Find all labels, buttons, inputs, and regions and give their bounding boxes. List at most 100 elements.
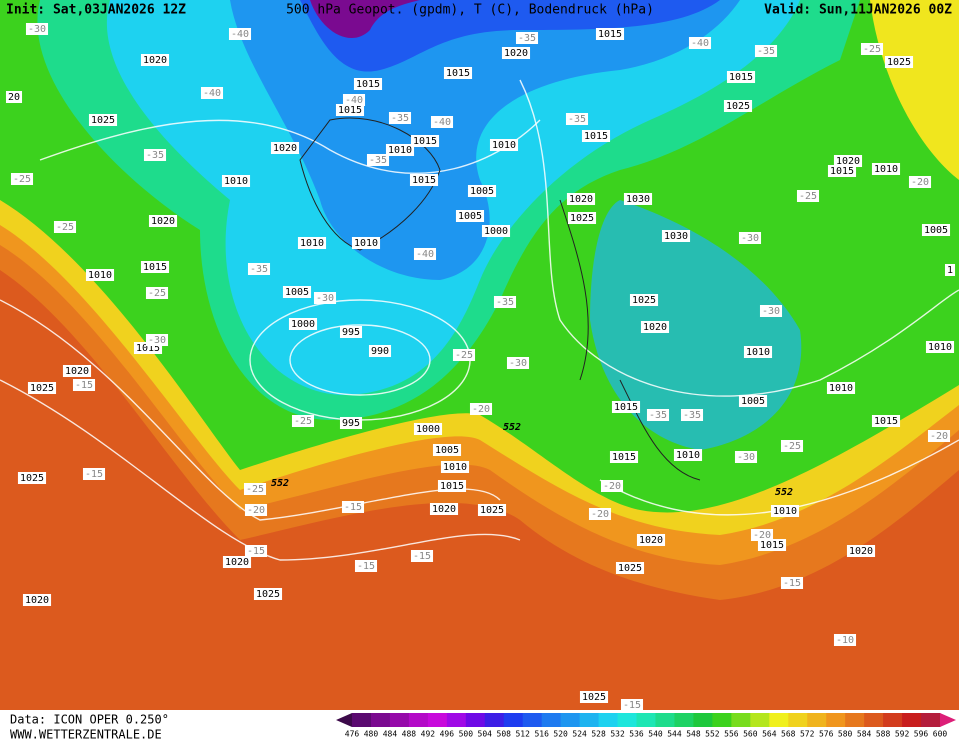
isobar-label: 1020	[432, 504, 456, 515]
temperature-label: -25	[148, 288, 166, 299]
isobar-label: 1005	[470, 186, 494, 197]
colorbar-swatch	[389, 713, 410, 727]
isobar-label: 1015	[412, 175, 436, 186]
isobar-label-box	[579, 691, 609, 703]
isobar-label-box	[629, 294, 659, 306]
colorbar-label: 600	[933, 730, 948, 739]
coastline-greenland	[299, 117, 441, 251]
colorbar-swatch	[902, 713, 922, 727]
temperature-label: -30	[316, 293, 334, 304]
isobar-label: 1015	[614, 402, 638, 413]
zone-darkblue	[300, 0, 720, 72]
isobar-label: 1020	[273, 143, 297, 154]
isobar-label-box	[944, 264, 956, 276]
temperature-label-box	[506, 357, 530, 369]
temperature-label: -15	[357, 561, 375, 572]
isobar-label: 1010	[928, 342, 952, 353]
colorbar-label: 596	[914, 730, 929, 739]
temperature-label: -35	[518, 33, 536, 44]
temperature-label-box	[738, 232, 762, 244]
isobar-label-box	[437, 480, 467, 492]
temperature-label: -20	[591, 509, 609, 520]
isobar-label: 1005	[458, 211, 482, 222]
colorbar-label: 524	[572, 730, 587, 739]
isobar-label-box	[726, 71, 756, 83]
zone-purple	[310, 0, 420, 39]
temperature-label: -35	[250, 264, 268, 275]
colorbar-label: 516	[534, 730, 549, 739]
isobar-label: 1025	[632, 295, 656, 306]
colorbar: 476 480 484 488 492 496 500 504 508 512 516 520 524 5…	[336, 713, 956, 739]
isobar-label: 1025	[582, 692, 606, 703]
temperature-label-box	[680, 409, 704, 421]
temperature-label-box	[145, 287, 169, 299]
temperature-label: -20	[472, 404, 490, 415]
isobar-label: 1010	[443, 462, 467, 473]
temperature-label-box	[620, 699, 644, 711]
temperature-label: -35	[683, 410, 701, 421]
map-labels: 1020 1025 1010 1020 1010 1015 1015 1020 1025 1025…	[5, 23, 956, 711]
isobar-label: 1010	[354, 238, 378, 249]
isobar-label: 1030	[664, 231, 688, 242]
isobar-label-box	[567, 212, 597, 224]
isobar-label-box	[288, 318, 318, 330]
isobar-label: 1005	[924, 225, 948, 236]
colorbar-label: 592	[895, 730, 910, 739]
isobar-label-box	[455, 210, 485, 222]
temperature-label-box	[313, 292, 337, 304]
isobar-label: 1025	[618, 563, 642, 574]
isobar-label: 1000	[484, 226, 508, 237]
height-label: 552	[271, 478, 289, 489]
temperature-label-box	[366, 154, 390, 166]
colorbar-label: 536	[629, 730, 644, 739]
temperature-label-box	[452, 349, 476, 361]
colorbar-swatch	[503, 713, 524, 727]
isobar-label-box	[595, 28, 625, 40]
temperature-label: -35	[146, 150, 164, 161]
isobar-label: 1020	[504, 48, 528, 59]
isobar-label-box	[429, 503, 459, 515]
isobar-label-box	[757, 539, 787, 551]
temperature-label-box	[342, 94, 366, 106]
colorbar-label: 532	[610, 730, 625, 739]
temperature-label: -35	[391, 113, 409, 124]
temperature-label-box	[588, 508, 612, 520]
isobar-label-box	[467, 185, 497, 197]
isobar-label: 1020	[639, 535, 663, 546]
isobar-label-box	[140, 261, 170, 273]
colorbar-swatch	[845, 713, 865, 727]
temperature-label: -40	[203, 88, 221, 99]
colorbar-label: 488	[402, 730, 417, 739]
isobar-label-box	[22, 594, 52, 606]
temperature-label: -15	[75, 380, 93, 391]
temperature-label-box	[908, 176, 932, 188]
temperature-label: -35	[568, 114, 586, 125]
colorbar-swatch	[427, 713, 448, 727]
isobar-label-box	[481, 225, 511, 237]
isobar-label: 1015	[830, 166, 854, 177]
temperature-label: -25	[56, 222, 74, 233]
temperature-label-box	[754, 45, 778, 57]
temperature-label-box	[10, 173, 34, 185]
isobar-label-box	[410, 135, 440, 147]
temperature-label: -35	[649, 410, 667, 421]
temperature-label: -15	[344, 502, 362, 513]
temperature-label: -40	[345, 95, 363, 106]
temperature-label: -25	[13, 174, 31, 185]
temperature-label-box	[244, 504, 268, 516]
temperature-label: -15	[85, 469, 103, 480]
height-label: 552	[775, 487, 793, 498]
temperature-label-box	[860, 43, 884, 55]
colorbar-label: 520	[553, 730, 568, 739]
isobar-label-box	[385, 144, 415, 156]
temperature-label: -20	[753, 530, 771, 541]
colorbar-label: 504	[478, 730, 493, 739]
temperature-label-box	[833, 634, 857, 646]
temperature-label-box	[600, 480, 624, 492]
colorbar-label: 500	[459, 730, 474, 739]
site-name: WWW.WETTERZENTRALE.DE	[10, 728, 162, 742]
colorbar-label: 496	[440, 730, 455, 739]
isobar-label: 1025	[726, 101, 750, 112]
isobar-label-box	[222, 556, 252, 568]
isobar-label: 995	[342, 327, 360, 338]
